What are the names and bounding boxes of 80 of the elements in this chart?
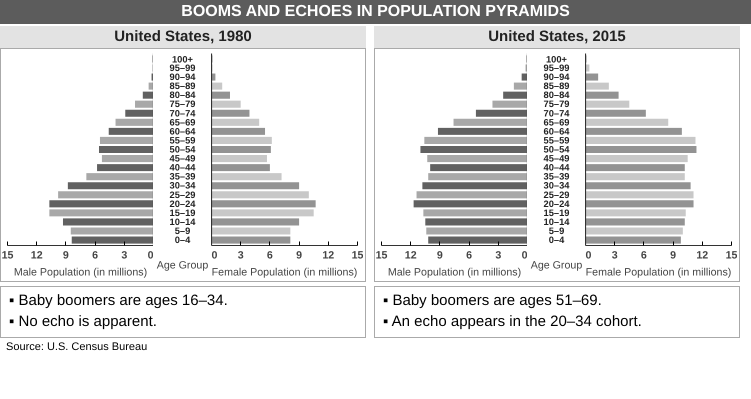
- y-axis-title: Age Group: [156, 260, 208, 272]
- x-tick-label: 12: [696, 250, 708, 262]
- y-tick-label: 85–89: [170, 81, 196, 92]
- text: BOOMS AND ECHOES IN POPULATION PYRAMIDS: [181, 2, 570, 22]
- y-tick-label: 0–4: [548, 235, 566, 246]
- y-tick-label: 5–9: [548, 226, 564, 236]
- y-tick-label: 90–94: [544, 72, 570, 82]
- y-tick-label: 55–59: [544, 135, 570, 146]
- text: ▪ No echo is apparent.: [9, 312, 158, 332]
- y-tick-label: 95–99: [170, 62, 196, 73]
- y-tick-label: 65–69: [544, 117, 570, 128]
- y-tick-label: 30–34: [544, 180, 570, 191]
- y-tick-label: 50–54: [170, 144, 196, 154]
- y-tick-label: 20–24: [544, 198, 570, 209]
- x-axis-title: Female Population (in millions): [212, 266, 358, 278]
- x-tick-label: 6: [640, 250, 647, 262]
- source-note: Source: U.S. Census Bureau: [6, 340, 148, 355]
- x-tick-label: 9: [436, 250, 443, 262]
- x-tick-label: 15: [726, 250, 738, 262]
- y-tick-label: 30–34: [170, 180, 196, 191]
- x-tick-label: 12: [404, 250, 417, 262]
- x-tick-label: 0: [586, 250, 592, 262]
- y-tick-label: 60–64: [544, 126, 570, 136]
- y-tick-label: 25–29: [170, 190, 196, 200]
- x-tick-label: 15: [376, 250, 388, 262]
- y-tick-label: 0–4: [174, 235, 192, 246]
- x-tick-label: 9: [670, 250, 676, 262]
- text: ▪ Baby boomers are ages 51–69.: [383, 291, 603, 311]
- y-tick-label: 75–79: [170, 99, 196, 110]
- y-tick-label: 5–9: [174, 226, 190, 236]
- x-tick-label: 0: [148, 250, 154, 262]
- y-tick-label: 15–19: [544, 208, 570, 218]
- y-tick-label: 35–39: [544, 172, 570, 182]
- y-tick-label: 100+: [546, 54, 568, 64]
- x-tick-label: 15: [352, 250, 364, 262]
- x-tick-label: 6: [466, 250, 472, 262]
- y-tick-label: 55–59: [170, 135, 196, 146]
- y-tick-label: 95–99: [544, 62, 570, 73]
- chart-subtitle: United States, 1980: [114, 27, 252, 47]
- y-tick-label: 60–64: [170, 126, 196, 136]
- x-axis-title: Female Population (in millions): [586, 266, 732, 278]
- x-tick-label: 3: [238, 250, 244, 262]
- x-tick-label: 15: [2, 250, 14, 262]
- x-tick-label: 3: [612, 250, 618, 262]
- x-tick-label: 12: [30, 250, 43, 262]
- x-tick-label: 3: [121, 250, 128, 262]
- x-tick-label: 6: [266, 250, 273, 262]
- x-tick-label: 0: [522, 250, 528, 262]
- y-tick-label: 90–94: [170, 72, 196, 82]
- y-tick-label: 45–49: [544, 154, 570, 164]
- y-tick-label: 85–89: [544, 81, 570, 92]
- x-axis-title: Male Population (in millions): [388, 266, 522, 278]
- y-tick-label: 50–54: [544, 144, 570, 154]
- y-tick-label: 10–14: [544, 216, 570, 227]
- y-tick-label: 75–79: [544, 99, 570, 110]
- y-tick-label: 70–74: [544, 108, 570, 118]
- x-tick-label: 12: [322, 250, 334, 262]
- y-tick-label: 15–19: [170, 208, 196, 218]
- y-tick-label: 40–44: [544, 162, 570, 173]
- y-tick-label: 80–84: [544, 90, 570, 100]
- y-tick-label: 25–29: [544, 190, 570, 200]
- x-tick-label: 9: [62, 250, 69, 262]
- text: ▪ Baby boomers are ages 16–34.: [9, 291, 228, 311]
- text: ▪ An echo appears in the 20–34 cohort.: [383, 312, 642, 332]
- y-tick-label: 10–14: [170, 216, 196, 227]
- y-tick-label: 35–39: [170, 172, 196, 182]
- y-tick-label: 40–44: [170, 162, 196, 173]
- x-tick-label: 3: [495, 250, 502, 262]
- x-tick-label: 6: [92, 250, 98, 262]
- y-tick-label: 65–69: [170, 117, 196, 128]
- y-tick-label: 45–49: [170, 154, 196, 164]
- y-axis-title: Age Group: [530, 260, 582, 272]
- y-tick-label: 70–74: [170, 108, 196, 118]
- y-tick-label: 20–24: [170, 198, 196, 209]
- x-tick-label: 0: [212, 250, 218, 262]
- x-axis-title: Male Population (in millions): [14, 266, 148, 278]
- y-tick-label: 100+: [172, 54, 194, 64]
- chart-subtitle: United States, 2015: [488, 27, 626, 47]
- y-tick-label: 80–84: [170, 90, 196, 100]
- x-tick-label: 9: [296, 250, 302, 262]
